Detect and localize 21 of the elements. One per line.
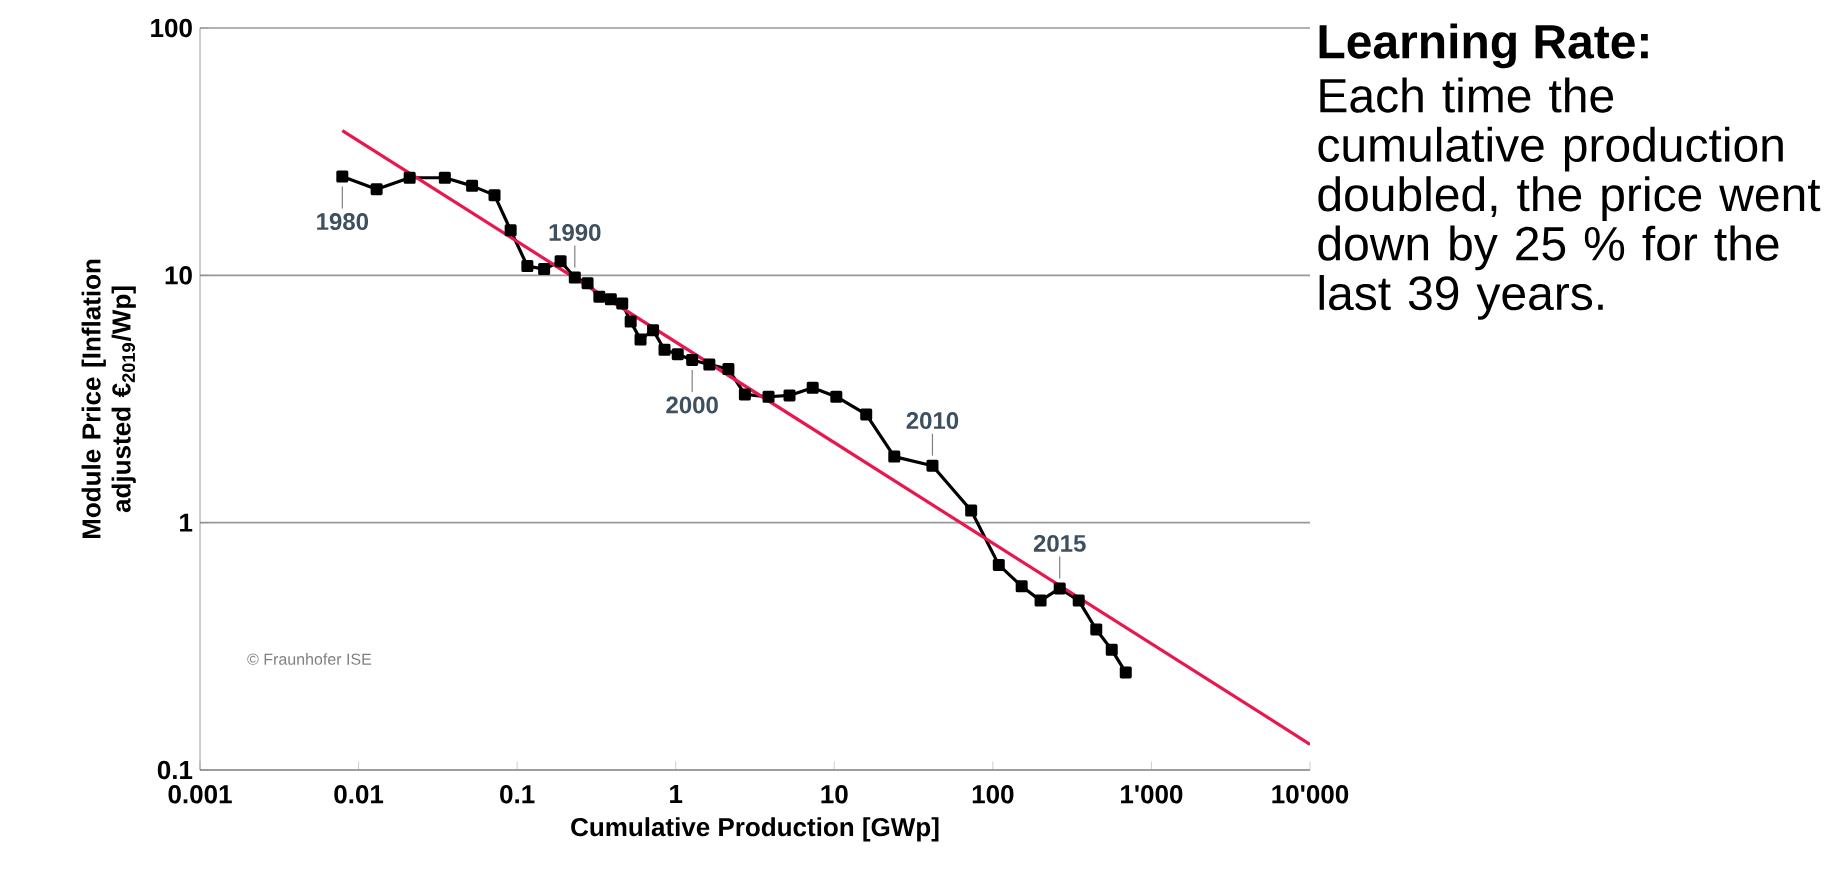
annotation: 2010 (906, 412, 959, 430)
text: Learning Rate: (1319, 23, 1648, 69)
text: Each time the cumulative production doubled, the price went down by 25 % for the last 39 years. (1318, 77, 1821, 320)
annotation: 1980 (317, 213, 369, 231)
x-tick-label: 100 (972, 785, 1014, 804)
x-tick-label: 0.01 (334, 785, 384, 804)
x-tick-label: 0.1 (500, 785, 535, 804)
x-tick-label: 1'000 (1121, 785, 1183, 804)
y-tick-label: 10 (165, 266, 192, 285)
x-tick-label: 10 (821, 785, 848, 804)
x-tick-label: 1 (670, 785, 683, 803)
x-axis-title: Cumulative Production [GWp] (571, 817, 939, 842)
y-tick-label: 0.1 (157, 760, 193, 780)
annotation: 2000 (666, 396, 718, 414)
y-tick-label: 100 (151, 18, 192, 38)
x-tick-label: 10'000 (1272, 785, 1349, 804)
y-tick-label: 1 (180, 513, 193, 532)
x-tick-label: 0.001 (168, 785, 232, 804)
annotation: © Fraunhofer ISE (247, 653, 372, 665)
annotation: 2015 (1033, 534, 1086, 552)
annotation: 1990 (549, 223, 601, 241)
